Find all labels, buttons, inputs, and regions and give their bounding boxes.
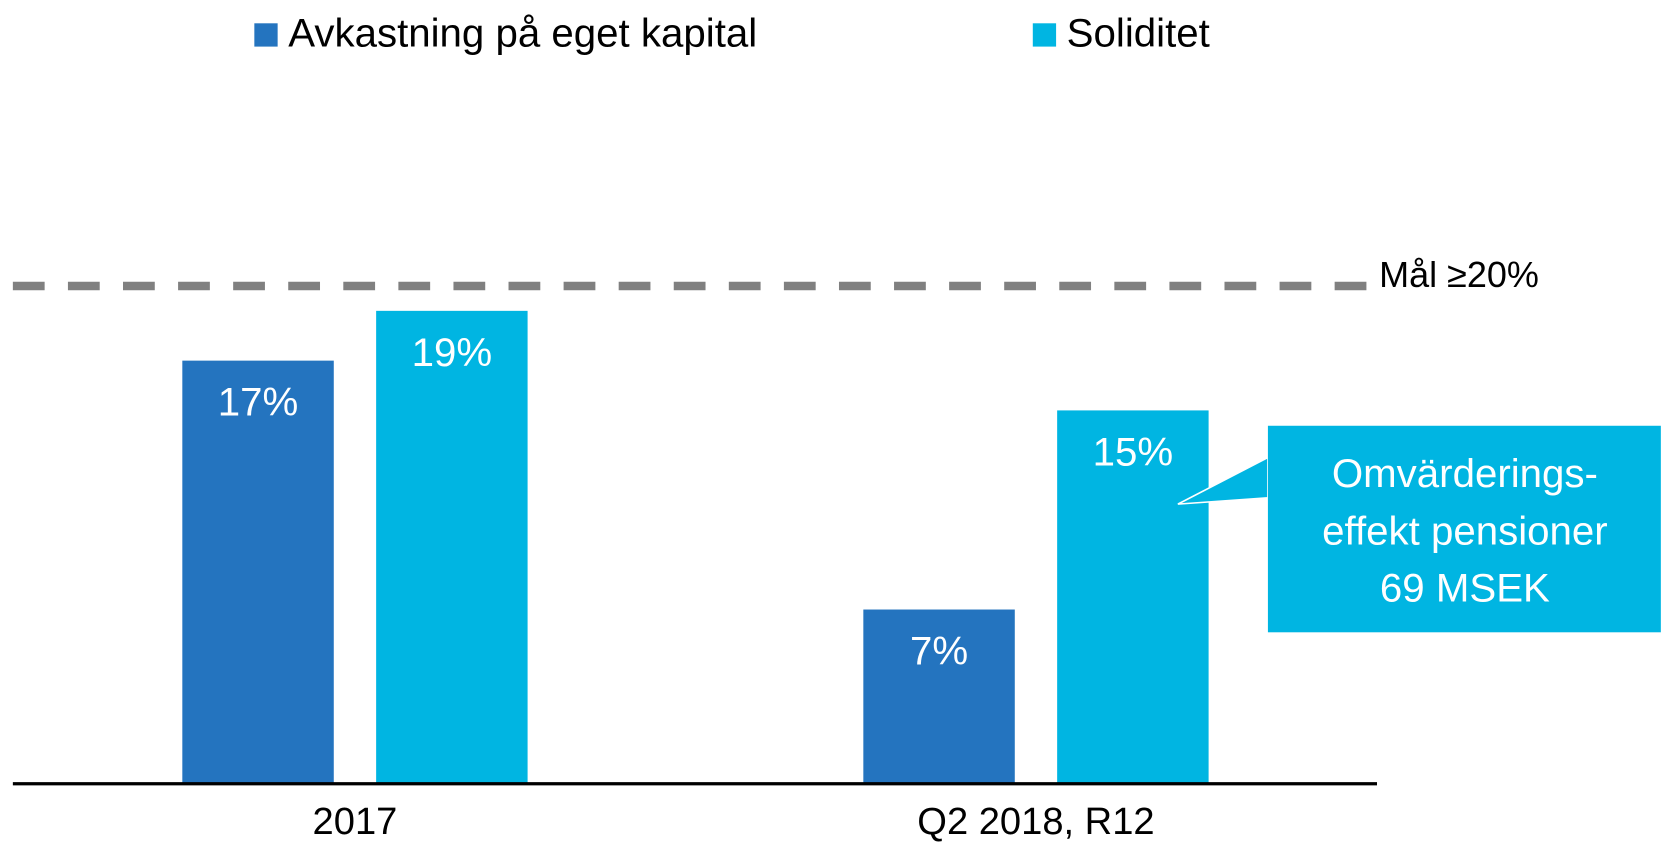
callout-text: Omvärderings-	[1332, 451, 1598, 496]
value-label: 17%	[218, 380, 299, 425]
callout-box	[1267, 425, 1661, 633]
legend-swatch	[254, 23, 278, 47]
bar	[1057, 410, 1209, 784]
value-label: 7%	[910, 629, 968, 674]
target-label: Mål ≥20%	[1379, 254, 1539, 295]
x-tick-label: 2017	[313, 800, 398, 842]
legend-label: Avkastning på eget kapital	[288, 11, 757, 56]
legend-swatch	[1032, 23, 1057, 47]
value-label: 15%	[1093, 430, 1174, 475]
legend-label: Soliditet	[1067, 11, 1210, 56]
bar	[182, 360, 334, 784]
value-label: 19%	[412, 330, 493, 375]
bar	[863, 609, 1015, 784]
x-tick-label: Q2 2018, R12	[917, 800, 1154, 842]
callout-text: 69 MSEK	[1380, 566, 1550, 611]
bar	[376, 310, 528, 784]
callout-text: effekt pensioner	[1322, 508, 1608, 553]
